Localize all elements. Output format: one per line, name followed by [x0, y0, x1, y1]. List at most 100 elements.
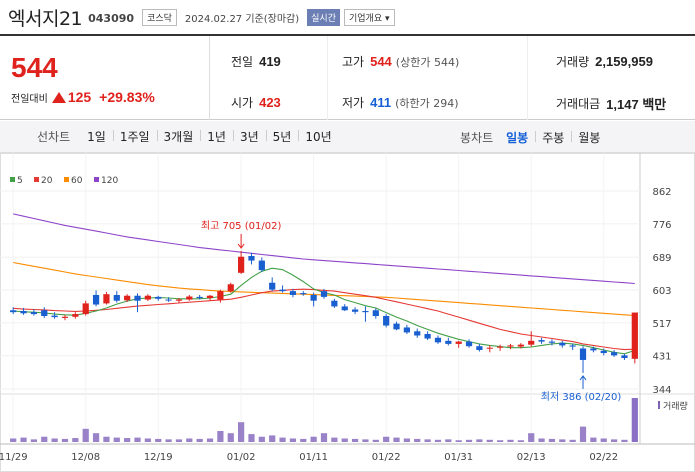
candle-body [144, 295, 151, 300]
change-value: 125 [67, 89, 92, 105]
candle-options: 봉차트 일봉 주봉 월봉 [460, 121, 607, 153]
chart-frame [0, 153, 695, 472]
candle-daily[interactable]: 일봉 [506, 130, 529, 145]
y-tick-label: 517 [652, 319, 671, 330]
period-5y[interactable]: 5년 [265, 128, 299, 145]
volume-bar [559, 439, 566, 442]
low-stat: 저가 411 (하한가 294) [342, 94, 459, 111]
volume-bar [217, 431, 224, 442]
volume-bar [362, 439, 369, 442]
legend-swatch-ma20 [34, 177, 39, 182]
candle-body [269, 282, 276, 290]
volume-stat: 거래량 2,159,959 [556, 53, 653, 70]
volume-bar [590, 437, 597, 442]
candle-body [20, 311, 27, 314]
period-1d[interactable]: 1일 [87, 130, 106, 144]
candle-weekly[interactable]: 주봉 [535, 129, 571, 146]
legend-label-ma60: 60 [71, 176, 83, 186]
volume-bar [144, 438, 151, 442]
volume-bar [186, 438, 193, 442]
candle-body [331, 300, 338, 307]
legend-swatch-ma60 [64, 177, 69, 182]
candle-body [383, 315, 390, 326]
volume-bar [331, 437, 338, 442]
volume-bar [372, 439, 379, 442]
volume-bar [579, 426, 587, 442]
candle-body [217, 291, 224, 300]
candle-body [61, 316, 69, 318]
up-arrow-icon [51, 91, 66, 103]
period-1w[interactable]: 1주일 [112, 128, 157, 145]
candle-body [445, 340, 452, 344]
candle-body [30, 312, 38, 315]
candle-monthly[interactable]: 월봉 [571, 129, 607, 146]
chart-toolbar: 선차트 1일 1주일 3개월 1년 3년 5년 10년 봉차트 일봉 주봉 월봉 [0, 121, 695, 153]
candle-body [227, 284, 234, 292]
volume-bar [61, 438, 69, 442]
candle-body [248, 255, 255, 261]
volume-bar [434, 439, 442, 442]
candle-body [465, 341, 473, 347]
column-divider [527, 36, 528, 120]
candle-body [455, 341, 462, 344]
volume-bar [600, 438, 607, 442]
volume-bar [134, 437, 141, 442]
candle-body [610, 352, 618, 356]
candle-body [538, 340, 545, 342]
price-summary: 544 전일대비 125 +29.83% 전일 419 고가 544 (상한가 … [0, 34, 695, 120]
volume-bar [41, 436, 48, 442]
x-tick-label: 12/19 [144, 452, 173, 463]
x-tick-label: 02/22 [589, 452, 618, 463]
volume-bar [155, 438, 162, 442]
candle-body [362, 311, 369, 313]
candle-body [341, 306, 348, 311]
x-tick-label: 02/13 [517, 452, 546, 463]
candle-body [372, 310, 379, 316]
volume-bar [20, 437, 27, 442]
candle-body [414, 331, 421, 336]
x-tick-label: 01/02 [227, 452, 256, 463]
period-3y[interactable]: 3년 [232, 128, 266, 145]
prev-close-label: 전일 [231, 55, 254, 69]
period-10y[interactable]: 10년 [298, 128, 338, 145]
prev-close-value: 419 [259, 54, 281, 69]
stock-chart[interactable]: 862 776 689 603 517 431 344 11/29 12/08 12/19 01/0… [0, 153, 695, 472]
volume-bar [113, 437, 120, 442]
volume-bar [414, 438, 421, 442]
candle-body [134, 295, 141, 301]
candlestick-chart-svg[interactable]: 862 776 689 603 517 431 344 11/29 12/08 12/19 01/0… [0, 153, 695, 472]
volume-bar [175, 439, 183, 442]
volume-bar [206, 438, 214, 442]
candle-body [528, 340, 535, 345]
y-tick-label: 862 [652, 187, 671, 198]
volume-bar [51, 438, 58, 442]
candle-body [92, 294, 100, 305]
company-info-dropdown[interactable]: 기업개요 ▾ [344, 8, 395, 26]
market-badge: 코스닥 [142, 8, 177, 26]
candle-body [300, 293, 307, 295]
period-3m[interactable]: 3개월 [156, 128, 201, 145]
volume-bar [10, 438, 17, 442]
min-price-annotation: 최저 386 (02/20) [541, 391, 622, 403]
candle-body [393, 323, 400, 330]
volume-bar [538, 438, 545, 442]
realtime-button[interactable]: 실시간 [307, 8, 340, 26]
candle-body [631, 312, 638, 359]
volume-bar [548, 438, 556, 442]
period-1y[interactable]: 1년 [200, 128, 233, 145]
volume-bar [279, 437, 286, 442]
legend-label-ma120: 120 [101, 176, 118, 186]
volume-bar [300, 438, 307, 442]
volume-bar [476, 439, 483, 442]
volume-label: 거래량 [556, 55, 590, 69]
volume-bar [341, 438, 348, 442]
amount-value: 1,147 백만 [606, 97, 667, 112]
current-price: 544 [11, 52, 58, 83]
volume-legend-label: 거래량 [663, 400, 688, 412]
volume-bar [465, 439, 473, 442]
legend-swatch-ma5 [10, 177, 15, 182]
amount-stat: 거래대금 1,147 백만 [556, 94, 666, 113]
x-tick-label: 11/29 [0, 452, 28, 463]
candle-body [434, 337, 442, 343]
lower-limit: (하한가 294) [395, 96, 459, 110]
